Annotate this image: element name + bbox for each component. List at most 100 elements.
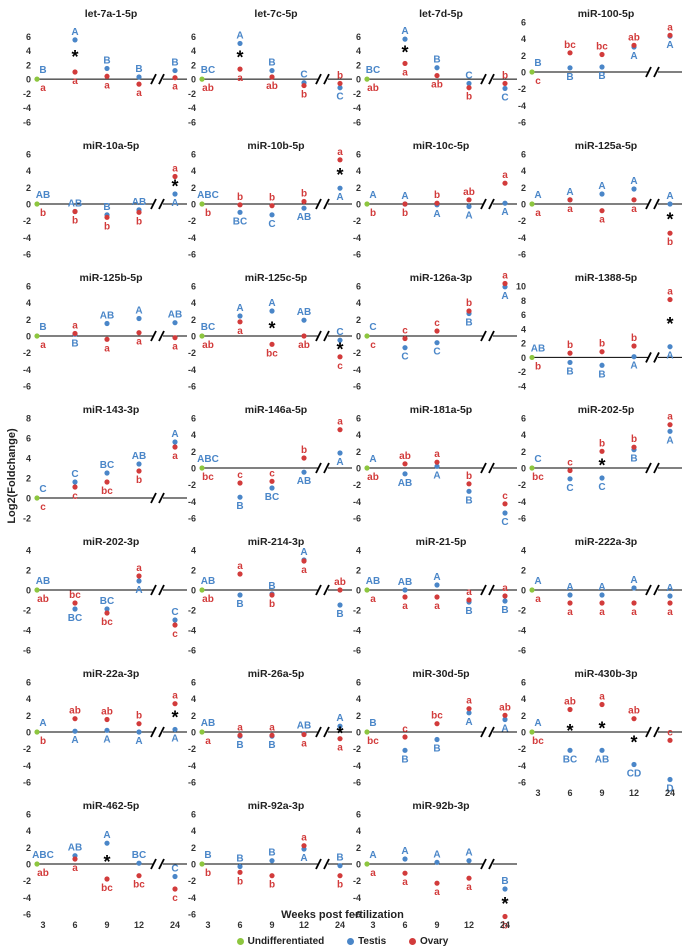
testis-letter: B [204, 850, 211, 861]
point-testis [599, 362, 605, 368]
testis-letter: D [666, 784, 673, 795]
point-undifferentiated [34, 495, 40, 501]
point-ovary [567, 350, 573, 356]
panel-title: miR-92b-3p [412, 800, 469, 812]
axis-break-mark [480, 584, 487, 596]
point-testis [337, 85, 343, 91]
y-tick-label: -2 [353, 744, 361, 754]
ovary-letter: b [205, 208, 211, 219]
y-tick-label: 4 [191, 430, 196, 440]
testis-letter: B [171, 58, 178, 69]
testis-letter: A [501, 207, 508, 218]
y-tick-label: -2 [353, 876, 361, 886]
point-ovary [434, 459, 440, 465]
ovary-letter: a [599, 607, 605, 618]
ovary-letter: a [337, 417, 343, 428]
testis-letter: AB [201, 718, 215, 729]
x-tick-label: 3 [40, 920, 45, 930]
point-ovary [434, 594, 440, 600]
y-tick-label: -2 [188, 480, 196, 490]
y-tick-label: 0 [521, 200, 526, 210]
panel-title: miR-100-5p [578, 8, 635, 20]
testis-letter: B [336, 853, 343, 864]
point-testis [667, 428, 673, 434]
point-ovary [337, 354, 343, 360]
y-tick-label: 6 [356, 282, 361, 292]
y-tick-label: 4 [191, 166, 196, 176]
testis-letter: A [369, 190, 376, 201]
point-undifferentiated [529, 465, 535, 471]
y-tick-label: 0 [26, 200, 31, 210]
point-ovary [104, 716, 110, 723]
ovary-letter: a [104, 343, 110, 354]
point-ovary [269, 341, 275, 347]
y-tick-label: 6 [356, 414, 361, 424]
point-undifferentiated [199, 465, 205, 471]
y-tick-label: 2 [191, 183, 196, 193]
testis-letter: C [433, 347, 440, 358]
point-ovary [72, 484, 78, 490]
point-undifferentiated [199, 76, 205, 82]
ovary-letter: ab [399, 451, 411, 462]
y-tick-label: -6 [518, 514, 526, 524]
point-ovary [104, 610, 110, 616]
ovary-letter: bc [101, 617, 113, 628]
testis-letter: B [103, 202, 110, 213]
ovary-letter: a [72, 76, 78, 87]
significance-star: * [630, 733, 637, 753]
point-ovary [337, 873, 343, 879]
axis-break-mark [158, 726, 165, 738]
axis-break-mark [488, 726, 495, 738]
ovary-letter: a [402, 67, 408, 78]
significance-star: * [566, 721, 573, 741]
legend-label-testis: Testis [358, 936, 387, 947]
point-undifferentiated [364, 76, 370, 82]
testis-letter: C [566, 483, 573, 494]
point-ovary [72, 208, 78, 215]
point-ovary [72, 600, 78, 606]
point-ovary [136, 873, 142, 879]
testis-letter: AB [398, 577, 412, 588]
ovary-letter: c [667, 727, 673, 738]
testis-letter: B [465, 606, 472, 617]
point-testis [136, 315, 142, 322]
y-tick-label: 4 [356, 694, 361, 704]
y-tick-label: 4 [521, 166, 526, 176]
y-tick-label: 0 [356, 332, 361, 342]
point-testis [434, 65, 440, 71]
testis-letter: A [268, 298, 275, 309]
point-testis [502, 85, 508, 92]
testis-letter: A [598, 181, 605, 192]
y-tick-label: -6 [353, 910, 361, 920]
y-tick-label: -2 [353, 348, 361, 358]
point-testis [172, 191, 178, 197]
y-tick-label: 4 [521, 324, 526, 334]
ovary-letter: bc [532, 472, 544, 483]
testis-letter: B [268, 581, 275, 592]
ovary-letter: b [631, 434, 637, 445]
testis-letter: C [598, 482, 605, 493]
testis-letter: C [171, 607, 178, 618]
testis-letter: AB [168, 310, 182, 321]
point-testis [402, 471, 408, 477]
point-ovary [466, 597, 472, 603]
point-testis [402, 747, 408, 753]
ovary-letter: ab [37, 868, 49, 879]
testis-letter: A [236, 30, 243, 41]
y-tick-label: 2 [26, 711, 31, 721]
y-tick-label: -2 [23, 514, 31, 524]
y-tick-label: -6 [23, 910, 31, 920]
ovary-letter: a [466, 696, 472, 707]
testis-letter: AB [297, 212, 311, 223]
point-ovary [502, 501, 508, 507]
axis-break-mark [480, 462, 487, 474]
testis-letter: A [135, 306, 142, 317]
point-testis [237, 313, 243, 319]
y-tick-label: 2 [521, 51, 526, 61]
y-tick-label: -4 [188, 893, 196, 903]
